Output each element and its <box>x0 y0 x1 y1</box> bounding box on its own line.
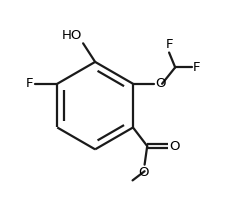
Text: F: F <box>26 77 34 90</box>
Text: O: O <box>138 166 149 179</box>
Text: HO: HO <box>62 29 82 42</box>
Text: O: O <box>169 139 180 153</box>
Text: F: F <box>165 38 173 51</box>
Text: F: F <box>193 61 200 74</box>
Text: O: O <box>155 77 165 90</box>
